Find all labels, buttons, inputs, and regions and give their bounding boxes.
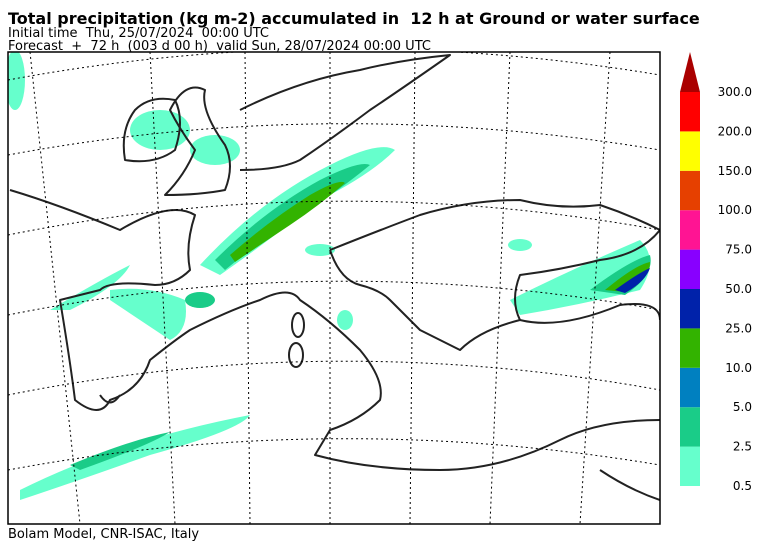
footer: Bolam Model, CNR-ISAC, Italy (8, 527, 199, 542)
color-box (680, 92, 700, 132)
colorbar-label: 5.0 (733, 400, 752, 414)
color-triangle (680, 52, 700, 92)
colorbar: 0.5 2.5 5.0 10.0 25.0 50.0 75.0 100.0 150.0 200.0… (680, 52, 752, 493)
forecast-time: Forecast + 72 h (003 d 00 h) valid Sun, … (8, 39, 431, 54)
colorbar-label: 50.0 (725, 282, 752, 296)
colorbar-label: 25.0 (725, 321, 752, 335)
color-box (680, 367, 700, 408)
graticule (8, 52, 660, 524)
color-box (680, 446, 700, 486)
colorbar-label: 150.0 (718, 164, 752, 178)
coastlines (9, 54, 660, 501)
colorbar-label: 10.0 (725, 361, 752, 375)
colorbar-label: 300.0 (718, 85, 752, 99)
colorbar-label: 100.0 (718, 203, 752, 217)
map (7, 51, 661, 525)
color-box (680, 328, 700, 368)
color-box (680, 249, 700, 289)
colorbar-label: 0.5 (733, 479, 752, 493)
color-box (680, 289, 700, 329)
color-box (680, 131, 700, 171)
color-box (680, 210, 700, 250)
title: Total precipitation (kg m-2) accumulated… (8, 9, 700, 28)
colorbar-label: 2.5 (733, 440, 752, 454)
initial-time: Initial time Thu, 25/07/2024 00:00 UTC (8, 26, 269, 41)
colorbar-label: 200.0 (718, 124, 752, 138)
color-box (680, 170, 700, 211)
color-box (680, 407, 700, 447)
colorbar-label: 75.0 (725, 243, 752, 257)
